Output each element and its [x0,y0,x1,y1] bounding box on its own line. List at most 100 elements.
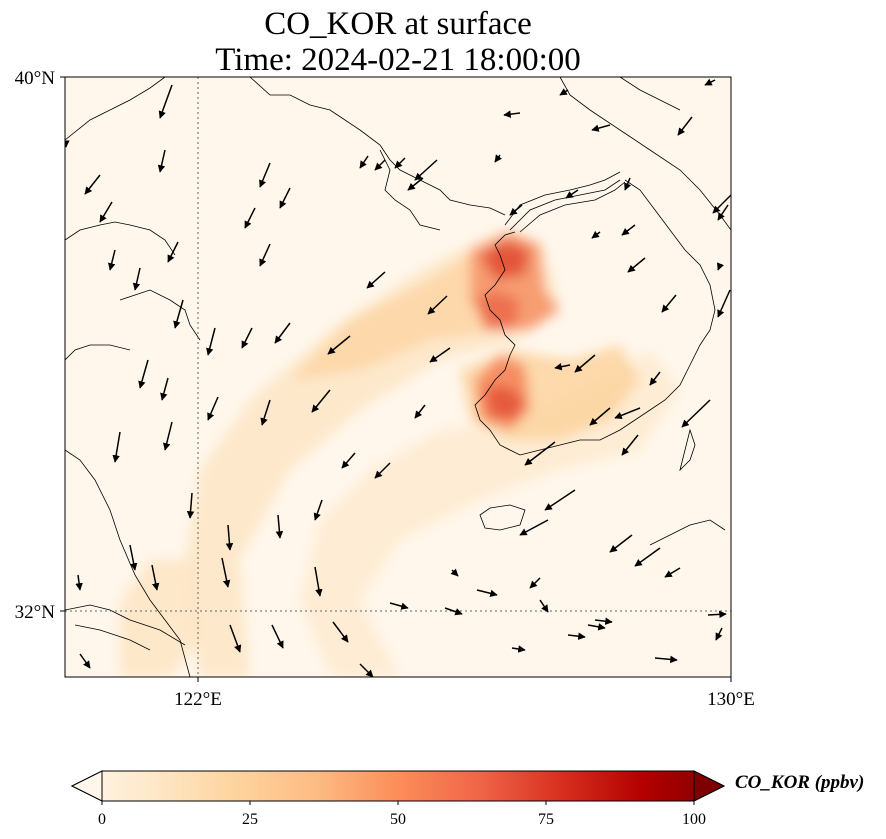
wind-arrow [715,627,723,641]
coastlines [65,77,731,677]
wind-arrow [427,295,448,315]
wind-arrow [407,177,424,191]
wind-arrow [591,230,601,239]
wind-arrow [594,617,613,625]
wind-arrow [311,389,331,413]
colorbar-bar [70,770,726,802]
wind-arrow [591,124,611,132]
wind-arrow [559,88,569,96]
wind-arrow [414,404,426,419]
wind-arrow [259,162,271,188]
wind-arrow [151,564,160,591]
wind-arrow [229,624,242,653]
wind-arrow [654,655,678,664]
wind-arrow [627,257,646,273]
wind-arrow [225,524,234,551]
wind-arrow [313,499,323,521]
wind-arrow [624,177,632,191]
colorbar-tick-100: 100 [682,811,706,828]
colorbar: 0 25 50 75 100 CO_KOR (ppbv) [70,770,864,828]
wind-arrow [112,431,121,463]
wind-arrow [712,194,731,214]
wind-arrow [707,610,727,619]
wind-arrow [394,157,406,169]
wind-arrow [704,78,716,86]
map-panel [65,77,731,677]
wind-arrow [587,623,606,631]
wind-arrow [79,653,91,669]
wind-arrow [614,407,641,419]
colorbar-tick-25: 25 [242,811,258,828]
wind-arrow [649,371,661,386]
wind-arrow [621,434,639,456]
wind-arrow [717,289,731,318]
wind-arrow [509,204,523,216]
wind-arrow [186,492,195,519]
lat-label-32n: 32°N [15,602,56,623]
wind-arrow [99,201,113,223]
lon-label-122e: 122°E [174,689,222,710]
wind-arrow [129,544,138,571]
wind-arrow [366,271,386,289]
wind-vectors [65,78,731,677]
wind-arrow [717,262,724,271]
wind-arrow [414,159,438,181]
wind-arrow [84,174,101,195]
wind-arrow [677,116,693,136]
axis-ticks [60,76,732,682]
wind-arrow [664,567,681,578]
wind-arrow [274,322,291,344]
wind-arrow [275,514,284,539]
wind-arrow [244,207,256,229]
wind-arrow [494,154,502,163]
wind-arrow [359,663,374,677]
wind-arrow [259,243,271,267]
wind-arrow [567,632,586,640]
wind-arrow [271,624,284,649]
wind-arrow [717,204,729,221]
wind-arrow [476,589,498,598]
wind-arrow [519,519,549,536]
wind-arrow [279,187,291,209]
wind-arrow [341,452,356,469]
wind-arrow [389,602,409,610]
lat-label-40n: 40°N [15,68,56,89]
wind-arrow [167,241,179,263]
wind-arrow [260,399,271,426]
lon-label-130e: 130°E [707,689,755,710]
wind-arrow [661,294,677,313]
wind-arrow [327,335,351,355]
wind-arrow [621,224,636,236]
wind-arrow [524,441,556,466]
colorbar-extend-max [693,770,726,802]
wind-arrow [157,149,166,173]
wind-arrow [75,574,83,591]
wind-arrow [574,354,596,373]
wind-arrow [173,299,184,329]
wind-arrow [634,547,661,567]
colorbar-extend-min [70,770,103,802]
wind-arrow [241,327,253,349]
wind-arrow [374,462,391,479]
wind-arrow [681,399,711,428]
colorbar-tick-50: 50 [390,811,406,828]
colorbar-tick-0: 0 [98,811,106,828]
wind-arrow [138,359,149,389]
wind-arrow [589,407,611,426]
wind-arrow [450,568,459,577]
map-subtitle-time: Time: 2024-02-21 18:00:00 [215,42,581,78]
wind-arrow [544,489,576,511]
wind-arrow [429,347,451,363]
colorbar-title: CO_KOR (ppbv) [735,772,864,793]
wind-arrow [207,396,219,421]
wind-arrow [107,249,116,271]
wind-arrow [332,621,349,643]
map-frame [64,76,732,678]
colorbar-tick-75: 75 [538,811,554,828]
wind-arrow [539,599,549,613]
wind-arrow [221,557,231,588]
wind-arrow [206,327,216,356]
wind-arrow [444,607,463,616]
wind-arrow [158,84,173,119]
